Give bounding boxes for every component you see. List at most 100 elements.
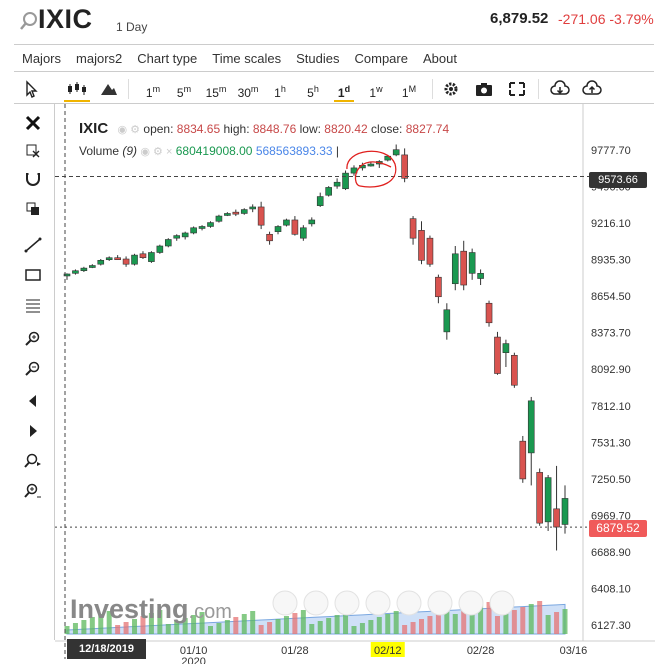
menu-studies[interactable]: Studies [296, 51, 340, 66]
chart-control-button [458, 590, 484, 616]
candlestick-icon[interactable] [64, 78, 90, 102]
date-highlight [370, 642, 405, 657]
candle [443, 309, 451, 333]
delete-drawing-icon[interactable] [23, 142, 43, 160]
candle [131, 254, 138, 265]
volume-legend: Volume (9) ◉ ⚙ × 680419008.00 568563893.… [79, 144, 340, 158]
chart-control-button [365, 590, 391, 616]
volume-bar [419, 619, 425, 634]
candle [274, 226, 282, 232]
menu-chart-type[interactable]: Chart type [137, 51, 198, 66]
candle [224, 213, 231, 216]
search-icon[interactable] [20, 11, 38, 31]
volume-bar [351, 626, 357, 634]
cloud-upload-icon[interactable] [582, 78, 602, 100]
y-tick-label: 9216.10 [591, 218, 631, 230]
candle [139, 253, 147, 259]
fullscreen-icon[interactable] [508, 78, 526, 100]
volume-bar [427, 616, 433, 634]
volume-bar [132, 619, 138, 634]
volume-bar [334, 615, 340, 634]
y-tick-label: 7531.30 [591, 437, 631, 449]
scroll-right-icon[interactable] [23, 422, 43, 440]
x-tick-label: 01/28 [281, 645, 309, 657]
close-icon[interactable] [23, 114, 43, 132]
interval-15m[interactable]: 15m [205, 84, 227, 100]
volume-bar [157, 610, 163, 634]
menu-compare[interactable]: Compare [354, 51, 408, 66]
candle [511, 354, 518, 386]
price-chart[interactable]: 9777.709496.609216.108935.308654.508373.… [55, 104, 655, 664]
cursor-icon[interactable] [24, 78, 38, 100]
magnet-icon[interactable] [23, 170, 43, 188]
x-tick-label: 02/12 [374, 645, 402, 657]
legend-close: 8827.74 [405, 122, 450, 136]
volume-bar [182, 618, 188, 634]
volume-bar [545, 615, 551, 634]
candle [97, 260, 105, 265]
volume-bar [267, 622, 273, 634]
menu-time-scales[interactable]: Time scales [212, 51, 282, 66]
clone-icon[interactable] [23, 200, 43, 218]
interval-1M[interactable]: 1M [401, 84, 417, 100]
volume-bar [241, 614, 247, 634]
y-tick-label: 6127.30 [591, 620, 631, 632]
eye-icon[interactable]: ◉ ⚙ × [140, 146, 173, 158]
zoom-in-icon[interactable] [23, 330, 43, 348]
volume-bar [520, 607, 526, 634]
camera-icon[interactable] [474, 78, 494, 100]
trendline-icon[interactable] [23, 236, 43, 254]
mountain-icon[interactable] [100, 78, 118, 100]
drawing-toolbar [14, 104, 55, 640]
volume-bar [444, 600, 450, 634]
last-price: 6,879.52 [490, 10, 549, 27]
volume-bar [258, 625, 264, 634]
fibonacci-icon[interactable] [23, 296, 43, 314]
menu-majors[interactable]: Majors [22, 51, 62, 66]
candle [519, 440, 527, 480]
candle [300, 227, 307, 239]
chart-control-button [396, 590, 422, 616]
volume-bar [64, 626, 70, 634]
scroll-left-icon[interactable] [23, 392, 43, 410]
interval-5m[interactable]: 5m [176, 84, 192, 100]
price-legend: IXIC ◉ ⚙ open: 8834.65 high: 8848.76 low… [79, 120, 449, 137]
candle [485, 302, 493, 324]
header: IXIC 1 Day 6,879.52 -271.06 -3.79% [0, 0, 663, 42]
interval-5h[interactable]: 5h [307, 84, 319, 100]
interval-1w[interactable]: 1w [369, 84, 383, 100]
volume-value-2: 568563893.33 [255, 144, 333, 158]
volume-bar [452, 614, 458, 634]
candle [460, 250, 468, 286]
candle [544, 477, 552, 523]
interval-30m[interactable]: 30m [237, 84, 259, 100]
candle [122, 258, 130, 265]
cloud-download-icon[interactable] [550, 78, 570, 100]
toolbar-separator [128, 79, 129, 99]
interval-1d[interactable]: 1d [334, 78, 354, 102]
rectangle-icon[interactable] [23, 266, 43, 284]
zoom-fit-icon[interactable] [23, 482, 43, 500]
interval-1m[interactable]: 1m [145, 84, 161, 100]
candle [173, 235, 181, 239]
volume-bar [115, 625, 121, 634]
volume-bar [224, 620, 230, 634]
y-tick-label: 6408.10 [591, 583, 631, 595]
candle [249, 206, 256, 210]
interval-1h[interactable]: 1h [274, 84, 286, 100]
chart-control-button [272, 590, 298, 616]
menu-majors2[interactable]: majors2 [76, 51, 123, 66]
candle [215, 215, 223, 222]
menu-about[interactable]: About [422, 51, 457, 66]
chart-area[interactable]: 9777.709496.609216.108935.308654.508373.… [55, 104, 655, 664]
y-tick-label: 7250.50 [591, 474, 631, 486]
zoom-out-icon[interactable] [23, 360, 43, 378]
y-tick-label: 8935.30 [591, 255, 631, 267]
candle [190, 227, 197, 234]
gear-icon[interactable] [442, 78, 460, 100]
volume-bar [165, 624, 171, 634]
candle [207, 222, 214, 227]
timeframe-label: 1 Day [116, 20, 148, 34]
zoom-reset-icon[interactable] [23, 452, 43, 470]
eye-icon[interactable]: ◉ ⚙ [117, 124, 141, 136]
